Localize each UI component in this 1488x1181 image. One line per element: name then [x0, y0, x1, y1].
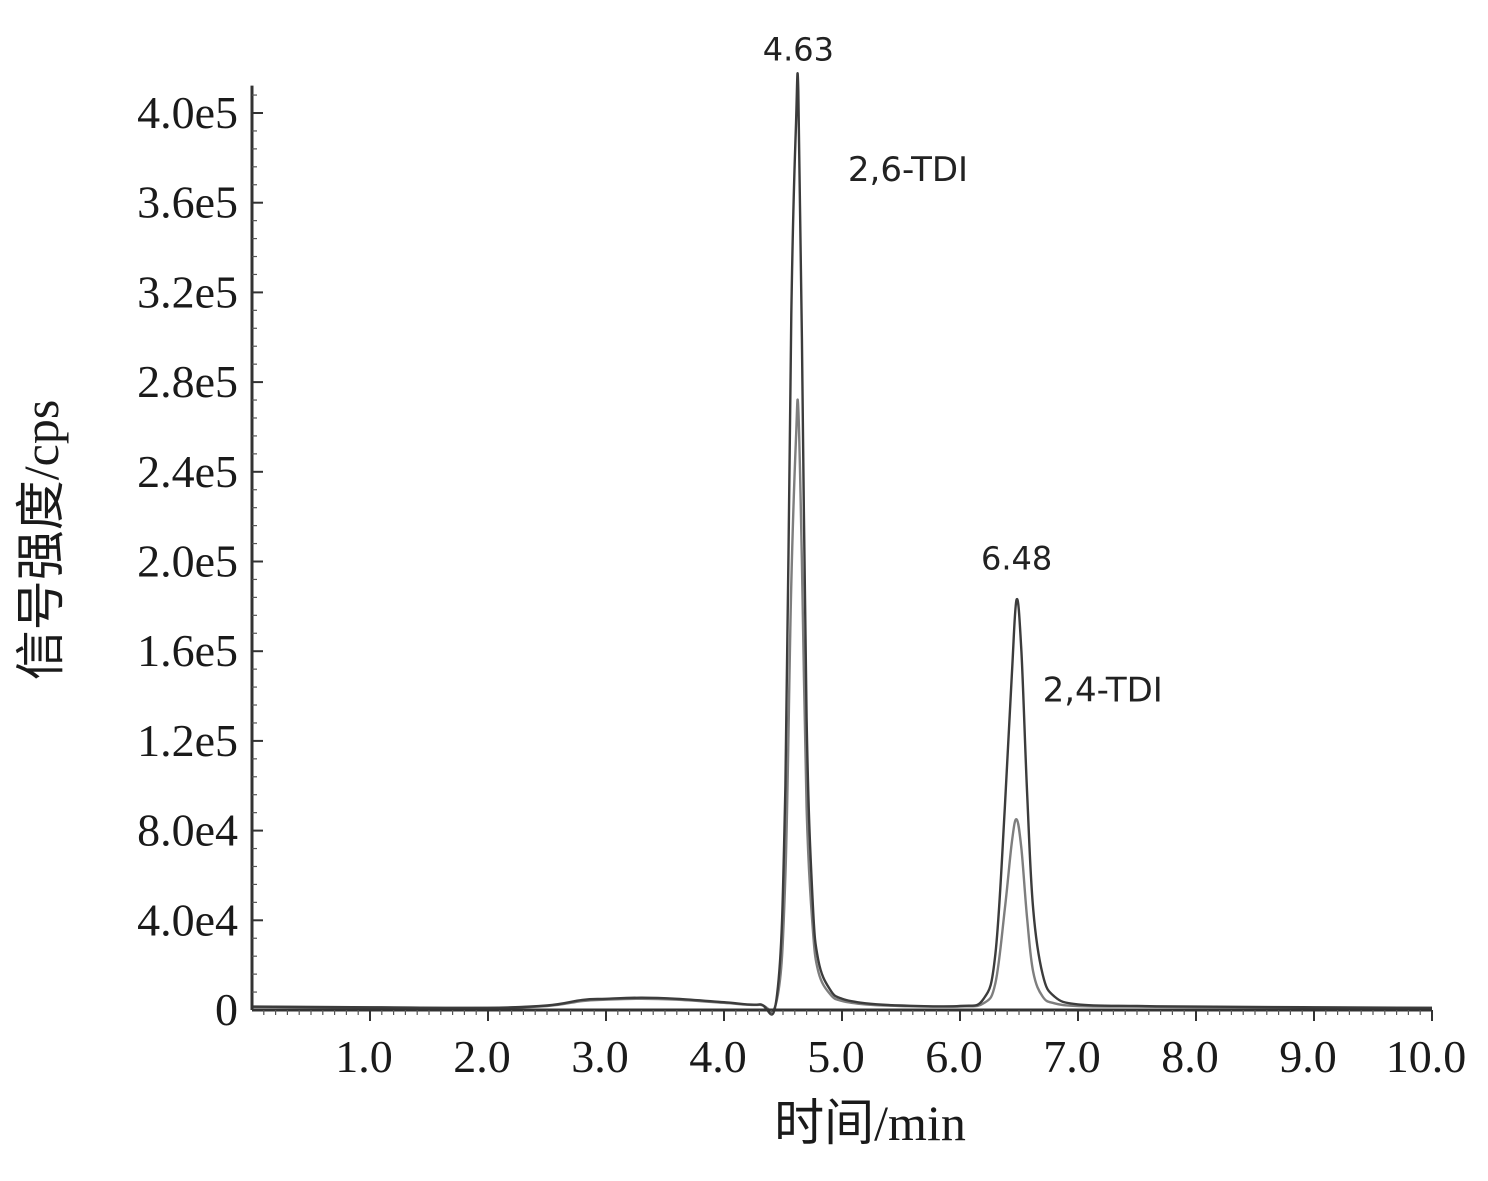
peak-compound-label: 2,6-TDI: [848, 150, 968, 190]
y-axis-label: 信号强度/cps: [13, 400, 69, 681]
series-line-1: [251, 72, 1433, 1016]
x-tick-label: 10.0: [1386, 1031, 1467, 1082]
peak-time-label: 6.48: [981, 540, 1052, 578]
y-tick-label: 1.2e5: [137, 715, 238, 766]
x-tick-label: 4.0: [689, 1031, 747, 1082]
y-tick-label: 0: [215, 984, 238, 1035]
x-tick-label: 7.0: [1043, 1031, 1101, 1082]
y-tick-label: 1.6e5: [137, 625, 238, 676]
peak-compound-label: 2,4-TDI: [1043, 670, 1163, 710]
y-tick-label: 2.0e5: [137, 536, 238, 587]
y-tick-label: 2.8e5: [137, 356, 238, 407]
x-axis-label: 时间/min: [774, 1095, 966, 1151]
x-tick-label: 6.0: [925, 1031, 983, 1082]
x-tick-label: 2.0: [453, 1031, 511, 1082]
y-tick-label: 4.0e4: [137, 894, 238, 945]
ticks-layer: 0 4.0e4 8.0e4 1.2e5 1.6e5 2.0e5 2.4e5 2.8e5 3.2e…: [137, 87, 1466, 1082]
y-tick-label: 3.6e5: [137, 177, 238, 228]
y-tick-label: 4.0e5: [137, 87, 238, 138]
peak-time-label: 4.63: [763, 31, 834, 69]
x-tick-label: 8.0: [1161, 1031, 1219, 1082]
x-tick-label: 3.0: [571, 1031, 629, 1082]
series-line-2: [251, 398, 1433, 1012]
x-tick-label: 1.0: [335, 1031, 393, 1082]
y-tick-label: 2.4e5: [137, 446, 238, 497]
x-tick-label: 9.0: [1279, 1031, 1337, 1082]
series-layer: [251, 72, 1433, 1016]
x-tick-label: 5.0: [807, 1031, 865, 1082]
y-tick-label: 3.2e5: [137, 266, 238, 317]
y-tick-label: 8.0e4: [137, 805, 238, 856]
axes-layer: [250, 85, 1432, 1012]
annotations-layer: 4.63 2,6-TDI 6.48 2,4-TDI: [763, 31, 1163, 711]
